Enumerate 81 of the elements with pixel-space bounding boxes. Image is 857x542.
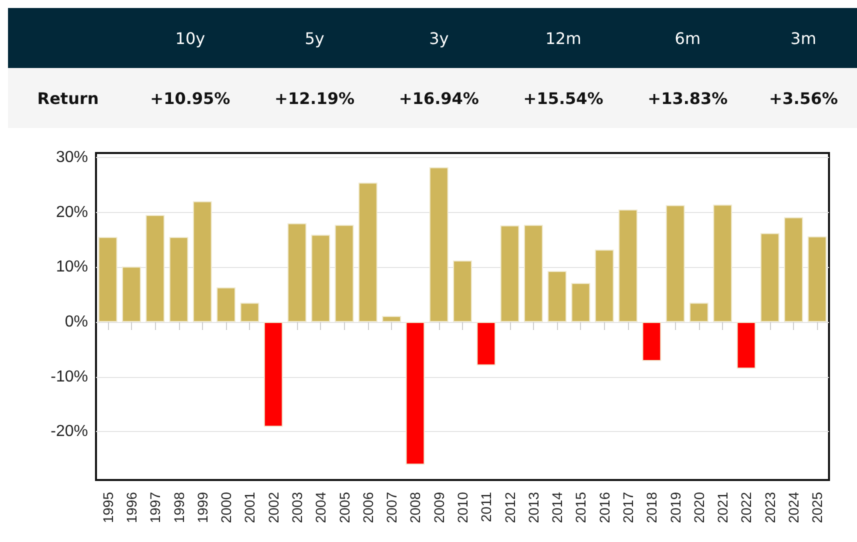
x-tick-label: 2022: [738, 492, 754, 524]
x-tick-label: 2007: [384, 492, 400, 524]
text: 6m: [626, 8, 750, 68]
x-tick-label: 2000: [218, 492, 234, 524]
text: +16.94%: [376, 68, 502, 128]
bar: [98, 236, 118, 322]
x-tick-label: 2019: [667, 492, 684, 524]
x-tick-label: 2003: [288, 492, 305, 524]
x-tick-label: 2018: [644, 492, 660, 524]
x-tick-label: 1998: [170, 492, 187, 524]
x-tick-label: 2001: [242, 492, 258, 524]
text: 3m: [750, 8, 857, 68]
x-tick-label: 2025: [809, 492, 826, 524]
x-tick-label: 2004: [312, 492, 329, 524]
text: 10y: [128, 8, 252, 68]
text: +15.54%: [501, 68, 626, 128]
bar: [689, 302, 708, 322]
text: +12.19%: [252, 68, 377, 128]
bar: [476, 322, 496, 366]
x-tick-label: 2017: [620, 492, 636, 524]
x-tick-label: 2012: [502, 492, 518, 524]
x-tick-label: 1997: [147, 492, 164, 524]
bar: [146, 215, 165, 322]
x-tick-label: 2010: [454, 492, 470, 524]
bar: [666, 205, 685, 322]
x-tick-label: 1995: [100, 492, 116, 524]
x-tick-label: 2013: [525, 492, 542, 524]
bar: [169, 236, 188, 322]
bar: [453, 260, 472, 322]
y-tick-label: -20%: [50, 423, 88, 440]
x-tick-label: 2006: [360, 492, 376, 524]
text: +10.95%: [128, 68, 252, 128]
x-tick-label: 2024: [786, 492, 802, 524]
x-tick-label: 2023: [762, 492, 778, 524]
bar: [334, 224, 354, 322]
bar: [288, 223, 306, 322]
x-tick-label: 2020: [690, 492, 707, 524]
y-tick-label: 20%: [56, 204, 88, 221]
text: +3.56%: [750, 68, 857, 128]
y-tick-label: 0%: [64, 313, 88, 330]
x-tick-label: 2008: [407, 492, 424, 524]
x-tick-label: 1996: [123, 492, 140, 524]
x-tick-label: 2011: [478, 492, 494, 522]
bar: [382, 316, 402, 322]
text: 5y: [252, 8, 377, 68]
bar: [406, 322, 425, 465]
x-tick-label: 1999: [194, 492, 210, 524]
bar: [548, 270, 567, 322]
text: +13.83%: [626, 68, 750, 128]
bar: [358, 182, 378, 322]
bar: [122, 266, 141, 322]
bar: [642, 322, 662, 361]
text: 3y: [376, 8, 502, 68]
bar: [784, 217, 803, 322]
x-tick-label: 2016: [596, 492, 612, 524]
bar: [311, 234, 330, 322]
bar: [808, 236, 827, 322]
bar: [594, 250, 614, 322]
x-tick-label: 2009: [430, 492, 447, 524]
bar: [240, 302, 260, 322]
y-tick-label: 10%: [56, 258, 88, 276]
bar: [500, 225, 520, 322]
x-tick-label: 2015: [572, 492, 589, 524]
bar: [216, 287, 236, 322]
bar: [429, 167, 448, 322]
bar: [618, 210, 638, 322]
bar: [571, 283, 590, 322]
bar: [760, 233, 780, 322]
bar: [524, 224, 543, 322]
bar: [736, 322, 756, 369]
y-tick-label: 30%: [56, 148, 88, 166]
text: Return: [8, 68, 128, 128]
x-tick-label: 2005: [336, 492, 352, 524]
bar: [713, 204, 732, 322]
x-tick-label: 2021: [714, 492, 731, 524]
x-tick-label: 2002: [265, 492, 282, 524]
y-tick-label: -10%: [50, 368, 88, 386]
bar: [264, 322, 283, 427]
text: 12m: [501, 8, 626, 68]
bar: [192, 201, 212, 322]
x-tick-label: 2014: [549, 492, 566, 524]
